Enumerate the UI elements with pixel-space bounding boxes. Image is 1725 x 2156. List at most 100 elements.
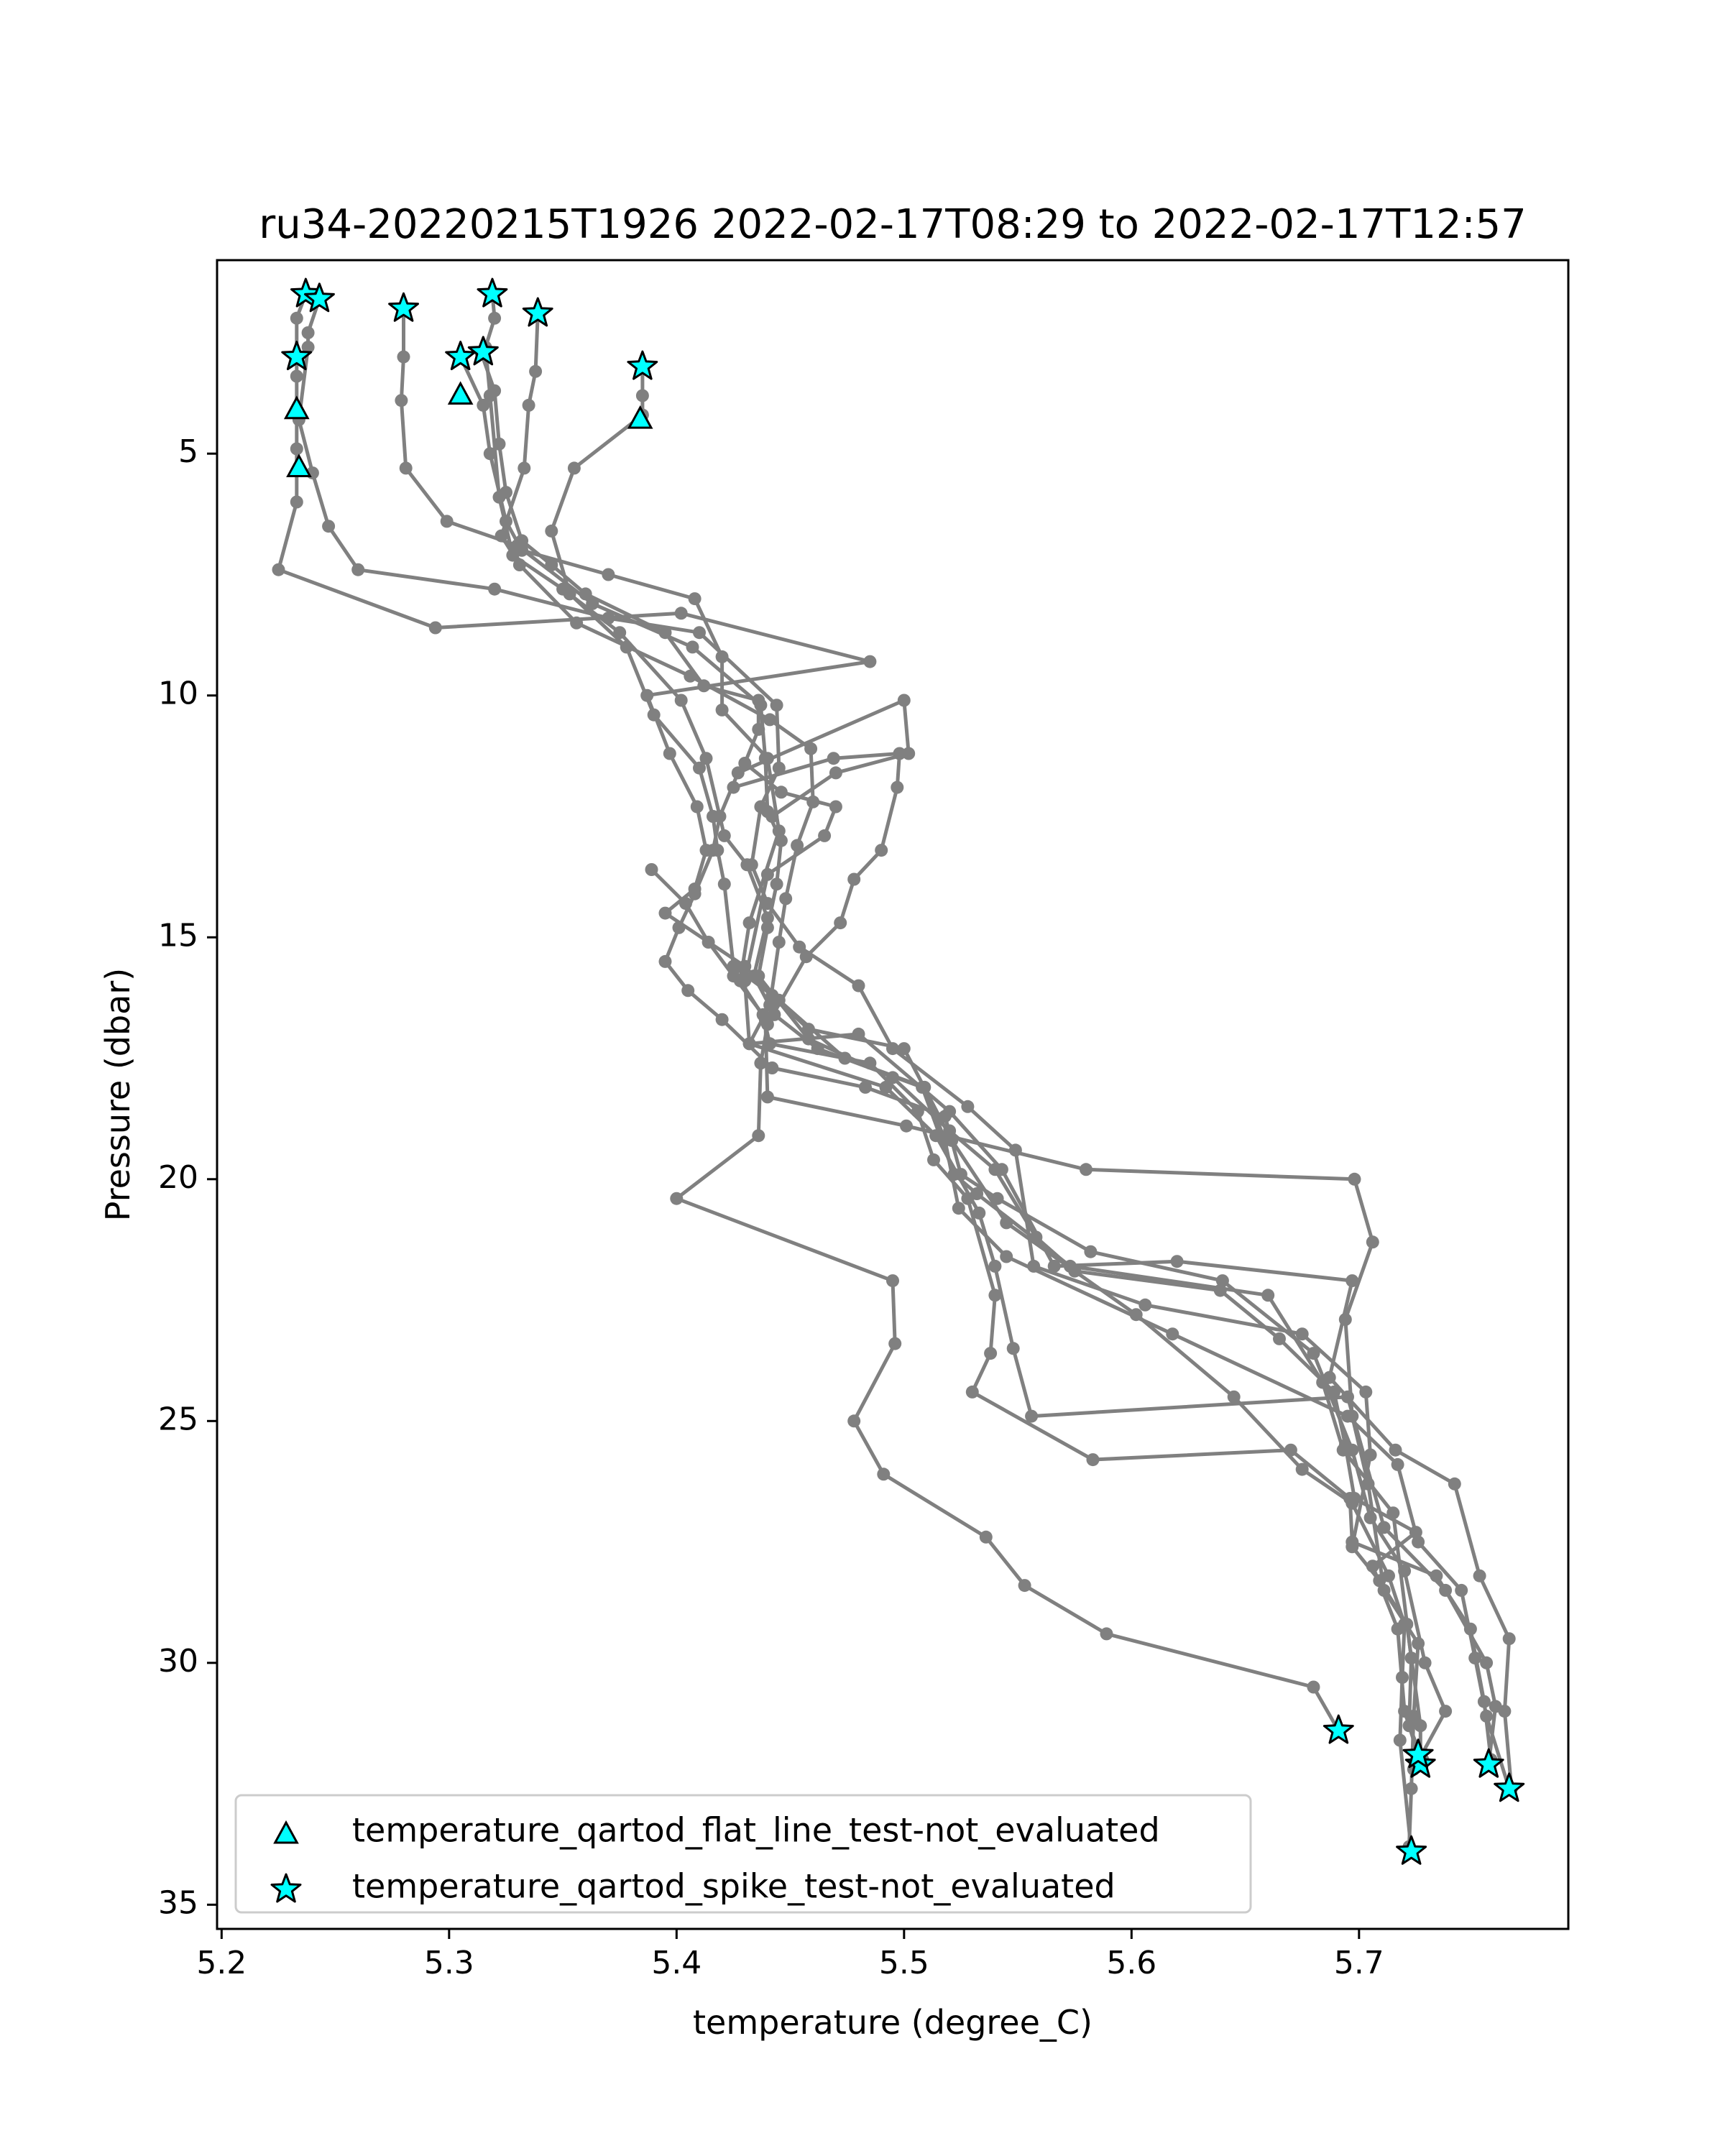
data-point: [760, 867, 774, 881]
data-point: [1000, 1250, 1013, 1263]
data-point: [1080, 1163, 1092, 1176]
legend: temperature_qartod_flat_line_test-not_ev…: [234, 1794, 1252, 1914]
data-point: [1170, 1255, 1184, 1268]
data-point: [301, 341, 315, 354]
data-point: [1346, 1409, 1359, 1423]
data-point: [440, 515, 454, 528]
data-point: [875, 844, 888, 857]
data-point: [1346, 1443, 1359, 1457]
data-point: [863, 1056, 877, 1070]
data-point: [1086, 1453, 1100, 1467]
data-point: [760, 1090, 774, 1104]
data-point: [717, 877, 731, 891]
legend-label-flat-line: temperature_qartod_flat_line_test-not_ev…: [352, 1811, 1160, 1850]
flat-line-triangle-marker: [447, 381, 474, 405]
series-10: [670, 747, 1346, 1738]
data-point: [272, 563, 285, 576]
data-point: [674, 607, 688, 620]
data-point: [1359, 1385, 1373, 1399]
data-point: [690, 800, 704, 814]
data-point: [760, 911, 774, 925]
data-point: [567, 461, 581, 475]
data-point: [290, 369, 303, 383]
data-point: [1047, 1259, 1061, 1273]
data-point: [290, 495, 303, 509]
data-point: [399, 461, 413, 475]
data-point: [938, 1110, 952, 1123]
data-point: [713, 810, 727, 823]
data-point: [886, 1042, 899, 1056]
data-point: [763, 713, 777, 727]
spike-star-marker: [281, 341, 313, 371]
spike-star-marker: [522, 297, 553, 327]
data-point: [1307, 1347, 1320, 1360]
data-point: [1389, 1443, 1402, 1457]
data-point: [1430, 1569, 1443, 1583]
data-point: [1307, 1680, 1320, 1694]
data-point: [688, 592, 702, 606]
data-point: [1366, 1560, 1379, 1573]
data-point: [686, 640, 699, 654]
spike-star-marker: [388, 292, 419, 322]
y-tick-label: 35: [158, 1884, 198, 1921]
spike-star-marker: [1402, 1738, 1434, 1769]
data-point: [1498, 1705, 1512, 1718]
data-point: [1480, 1656, 1494, 1669]
data-point: [760, 1018, 774, 1031]
y-tick-label: 10: [158, 676, 198, 712]
data-point: [1398, 1564, 1412, 1577]
data-point: [918, 1080, 932, 1094]
data-point: [791, 839, 804, 852]
data-point: [1407, 1709, 1420, 1723]
data-point: [891, 780, 904, 794]
data-point: [952, 1202, 965, 1215]
series-11: [658, 694, 1453, 1776]
x-tick-label: 5.4: [651, 1945, 702, 1981]
data-point: [740, 858, 754, 872]
data-point: [888, 1337, 902, 1350]
data-point: [847, 1414, 861, 1428]
series-line: [663, 699, 1448, 1771]
y-tick-label: 20: [158, 1159, 198, 1196]
data-point: [988, 1259, 1002, 1273]
spike-star-marker: [477, 277, 508, 308]
data-point: [738, 757, 752, 770]
data-point: [1473, 1569, 1486, 1583]
data-point: [1455, 1583, 1468, 1597]
data-point: [1477, 1695, 1491, 1708]
x-axis-label: temperature (degree_C): [693, 2003, 1092, 2042]
data-point: [793, 940, 806, 954]
data-point: [727, 969, 740, 983]
data-point: [772, 761, 786, 775]
legend-box: [234, 1794, 1252, 1914]
legend-star-marker: [270, 1873, 302, 1903]
data-point: [563, 587, 576, 601]
axes-frame: [216, 259, 1570, 1930]
data-point: [829, 766, 842, 780]
axes-ticks: 5.2 5.3 5.4 5.5 5.6 5.7 5 10 15 20 25 30 35: [158, 433, 1384, 1981]
data-point: [1100, 1627, 1113, 1641]
data-point: [702, 936, 715, 949]
data-point: [688, 887, 702, 900]
data-point: [670, 1192, 684, 1205]
data-point: [697, 679, 711, 693]
data-point: [859, 1080, 872, 1094]
data-point: [647, 708, 661, 722]
data-point: [818, 829, 832, 842]
data-point: [1366, 1235, 1379, 1249]
data-point: [1412, 1535, 1425, 1549]
legend-triangle-marker: [273, 1820, 299, 1844]
data-point: [1273, 1332, 1286, 1345]
data-point: [620, 640, 633, 654]
data-point: [897, 1042, 911, 1056]
data-point: [1463, 1622, 1477, 1636]
data-point: [765, 810, 779, 823]
y-tick-label: 15: [158, 917, 198, 954]
y-axis-label: Pressure (dbar): [98, 968, 137, 1221]
data-point: [804, 742, 818, 755]
x-tick-label: 5.5: [879, 1945, 929, 1981]
data-point: [1346, 1535, 1359, 1549]
data-point: [1404, 1651, 1418, 1665]
data-point: [1006, 1342, 1020, 1355]
data-point: [1227, 1390, 1241, 1404]
